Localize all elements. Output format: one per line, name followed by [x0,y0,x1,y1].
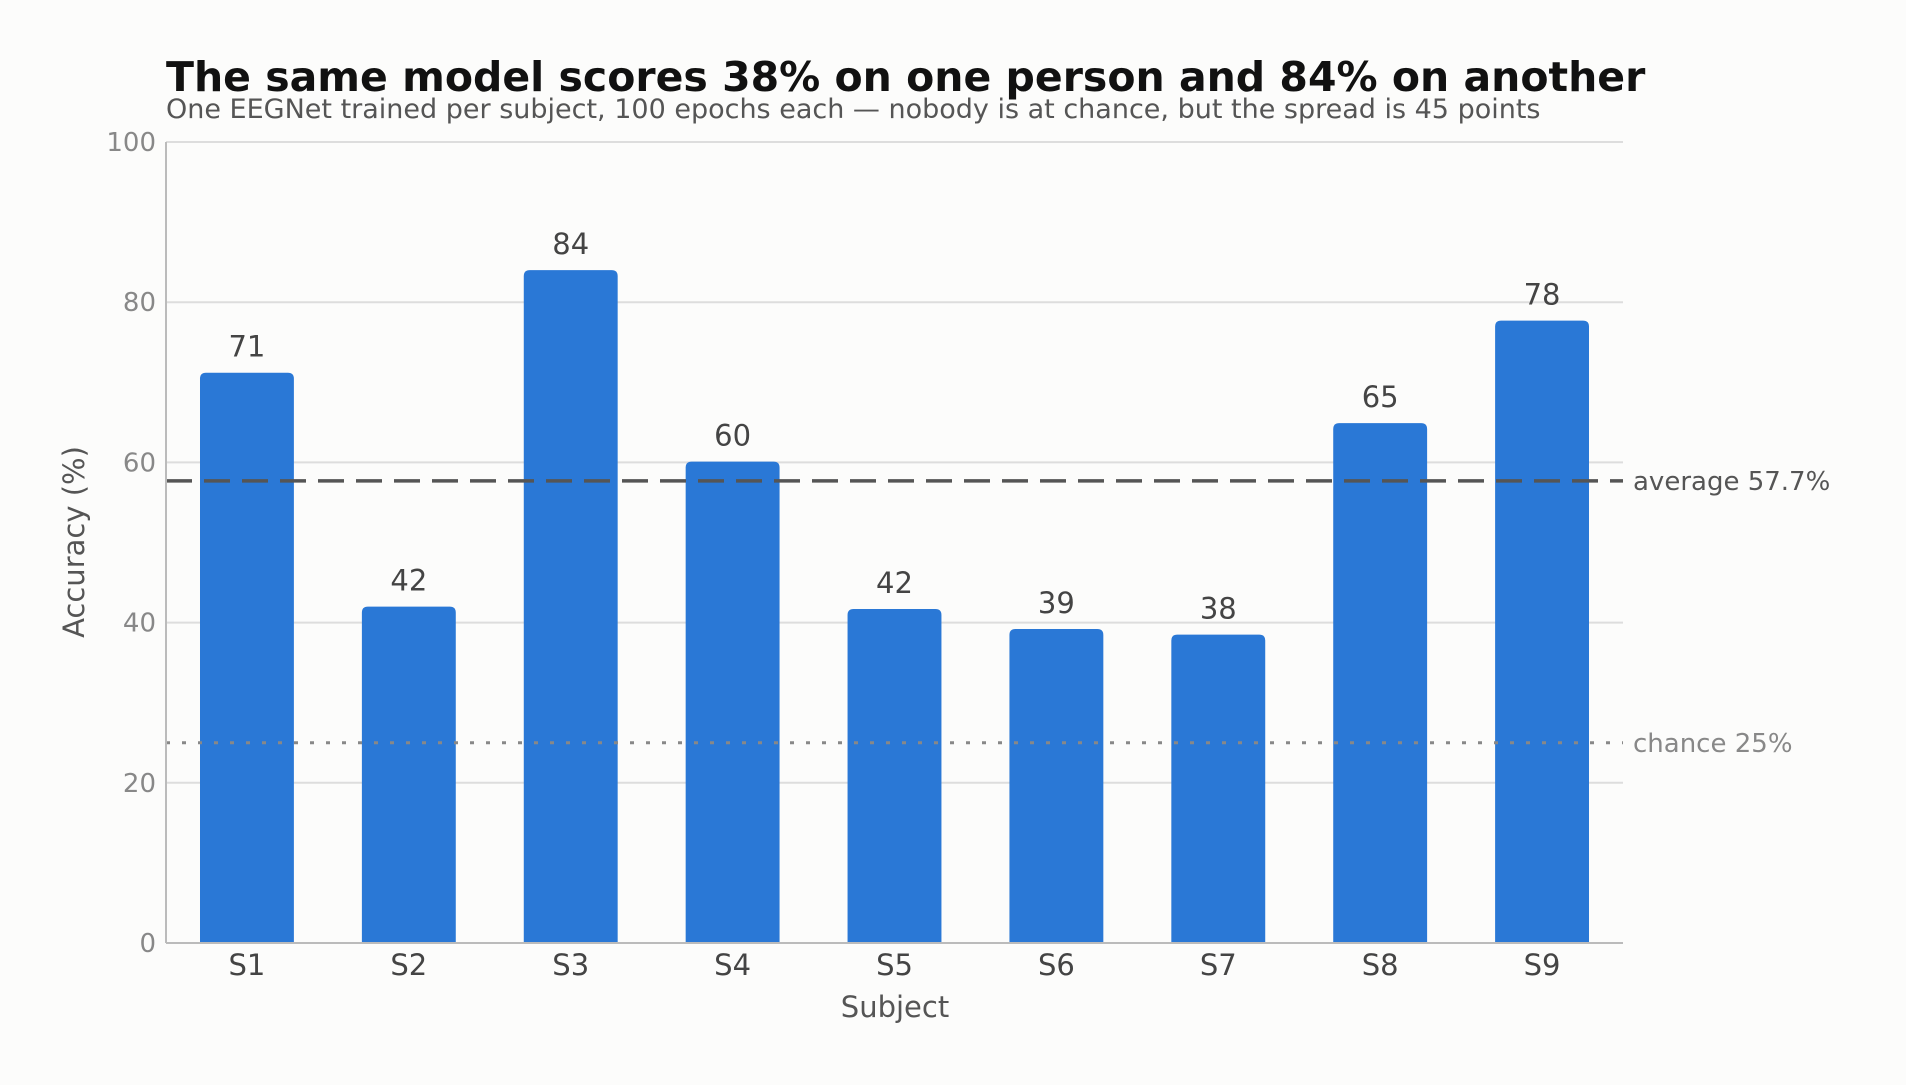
bar-s6 [1009,629,1104,943]
y-tick-label: 80 [123,288,156,318]
bar-s7 [1171,634,1266,943]
bar-s8 [1333,423,1428,943]
x-axis-label: Subject [841,990,949,1024]
bar-value-label: 78 [1524,278,1561,312]
bar-s5 [847,608,942,943]
x-tick-label: S6 [1038,948,1075,982]
x-tick-label: S7 [1200,948,1237,982]
x-tick-label: S2 [390,948,427,982]
bar-s4 [685,461,780,943]
bar-s2 [361,606,456,943]
bar-s9 [1495,320,1590,943]
x-tick-label: S1 [229,948,266,982]
x-tick-label: S5 [876,948,913,982]
bar-value-label: 65 [1362,380,1399,414]
chart-subtitle: One EEGNet trained per subject, 100 epoc… [166,94,1541,125]
x-tick-label: S3 [552,948,589,982]
y-tick-label: 100 [106,128,156,158]
y-tick-label: 40 [123,609,156,639]
bar-value-label: 60 [714,419,751,453]
x-tick-label: S8 [1362,948,1399,982]
bar-value-label: 71 [228,330,265,364]
bar-value-label: 42 [390,564,427,598]
x-axis-ticks: S1 S2 S3 S4 S5 S6 S7 S8 S9 [229,948,1561,982]
bar-s1 [199,372,294,943]
bar-value-labels: 71 42 84 60 42 39 38 65 78 [228,227,1560,625]
bar-value-label: 42 [876,566,913,600]
bar-value-label: 84 [552,227,589,261]
y-axis-label: Accuracy (%) [57,446,91,638]
y-tick-label: 20 [123,769,156,799]
x-tick-label: S4 [714,948,751,982]
x-tick-label: S9 [1524,948,1561,982]
bar-value-label: 39 [1038,586,1075,620]
chart-title: The same model scores 38% on one person … [166,53,1646,101]
reference-lines: average 57.7% chance 25% [166,467,1830,759]
y-axis-ticks: 0 20 40 60 80 100 [106,128,156,959]
bars [199,270,1590,943]
bar-s3 [523,270,618,943]
y-tick-label: 60 [123,448,156,478]
chance-label: chance 25% [1633,729,1793,759]
average-label: average 57.7% [1633,467,1830,497]
y-tick-label: 0 [139,929,156,959]
bar-value-label: 38 [1200,592,1237,626]
